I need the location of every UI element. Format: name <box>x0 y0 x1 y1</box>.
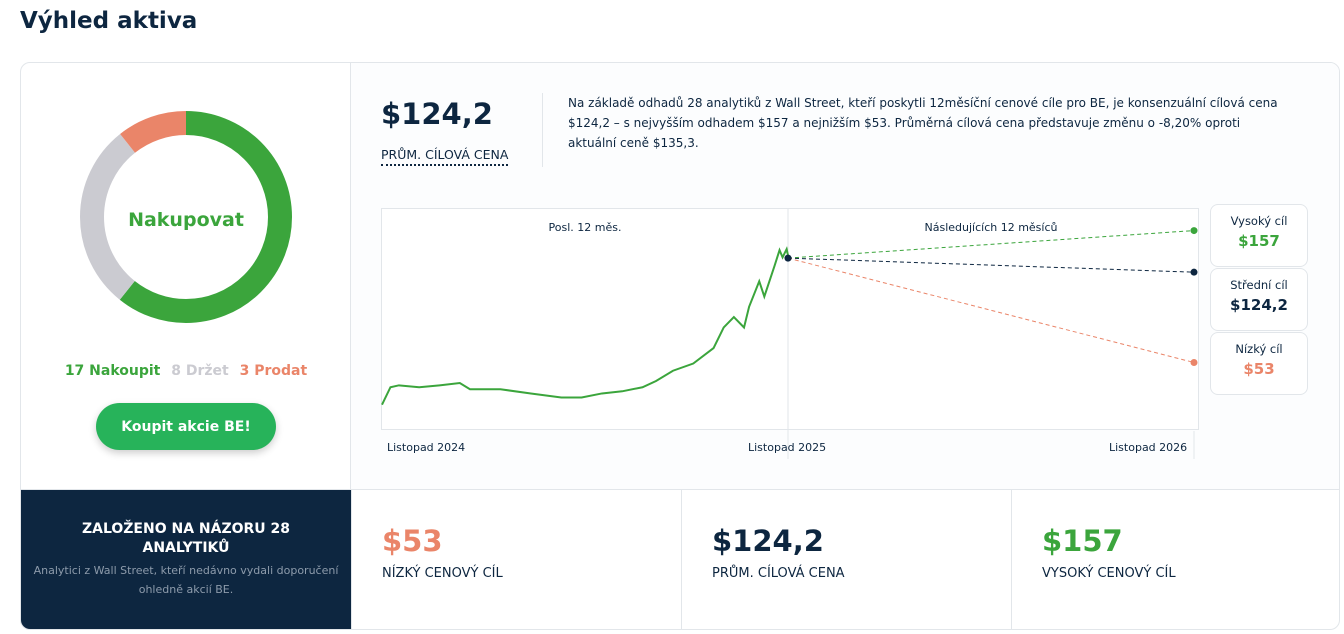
target-point <box>1190 227 1198 235</box>
low-target-stat: $53 NÍZKÝ CENOVÝ CÍL <box>351 490 681 629</box>
stat-label: NÍZKÝ CENOVÝ CÍL <box>382 566 503 581</box>
donut-segment-sell <box>80 111 292 323</box>
buy-count: 17 Nakoupit <box>64 363 161 379</box>
low-target-name: Nízký cíl <box>1235 342 1283 356</box>
current-price-point <box>784 254 792 262</box>
analyst-basis-subtext: Analytici z Wall Street, kteří nedávno v… <box>33 564 339 596</box>
low-target-box: Nízký cíl $53 <box>1210 332 1308 395</box>
buy-stock-button[interactable]: Koupit akcie BE! <box>96 403 276 450</box>
divider <box>542 93 543 167</box>
rating-counts: 17 Nakoupit 8 Držet 3 Prodat <box>21 363 351 379</box>
future-period-label: Následujících 12 měsíců <box>924 221 1058 234</box>
analyst-basis: ZALOŽENO NA NÁZORU 28 ANALYTIKŮ Analytic… <box>21 490 351 629</box>
analyst-basis-heading: ZALOŽENO NA NÁZORU 28 ANALYTIKŮ <box>81 521 291 556</box>
average-target-price: $124,2 <box>381 97 493 131</box>
consensus-rating: Nakupovat <box>128 209 244 231</box>
mid-target-value: $124,2 <box>1230 296 1288 314</box>
stats-row: ZALOŽENO NA NÁZORU 28 ANALYTIKŮ Analytic… <box>21 489 1339 629</box>
high-target-value: $157 <box>1238 232 1280 250</box>
high-target-stat: $157 VYSOKÝ CENOVÝ CÍL <box>1011 490 1339 629</box>
target-point <box>1190 268 1198 276</box>
stat-label: PRŮM. CÍLOVÁ CENA <box>712 566 845 581</box>
price-history-line <box>381 246 789 406</box>
target-point <box>1190 358 1198 366</box>
asset-outlook-card: Nakupovat 17 Nakoupit 8 Držet 3 Prodat K… <box>20 62 1340 630</box>
hold-count: 8 Držet <box>171 363 229 379</box>
forecast-panel: $124,2 PRŮM. CÍLOVÁ CENA Na základě odha… <box>351 63 1339 489</box>
page-title: Výhled aktiva <box>20 8 198 34</box>
high-target-name: Vysoký cíl <box>1230 214 1288 228</box>
mid-target-box: Střední cíl $124,2 <box>1210 268 1308 331</box>
stat-value: $124,2 <box>712 524 824 558</box>
past-period-label: Posl. 12 měs. <box>548 221 622 234</box>
chart-canvas <box>381 209 1198 459</box>
average-target-stat: $124,2 PRŮM. CÍLOVÁ CENA <box>681 490 1011 629</box>
mid-target-name: Střední cíl <box>1230 278 1288 292</box>
high-target-box: Vysoký cíl $157 <box>1210 204 1308 267</box>
stat-label: VYSOKÝ CENOVÝ CÍL <box>1042 566 1176 581</box>
forecast-line <box>787 257 1195 273</box>
forecast-line <box>787 257 1195 363</box>
rating-donut-chart <box>80 111 292 323</box>
stat-value: $157 <box>1042 524 1123 558</box>
rating-panel: Nakupovat 17 Nakoupit 8 Držet 3 Prodat K… <box>21 63 351 489</box>
low-target-value: $53 <box>1243 360 1275 378</box>
x-tick-label: Listopad 2024 <box>387 441 466 454</box>
sell-count: 3 Prodat <box>239 363 308 379</box>
x-tick-label: Listopad 2025 <box>748 441 827 454</box>
donut-segment-hold <box>80 111 292 323</box>
forecast-description: Na základě odhadů 28 analytiků z Wall St… <box>568 96 1278 150</box>
average-target-label[interactable]: PRŮM. CÍLOVÁ CENA <box>381 147 509 166</box>
price-forecast-chart: Posl. 12 měs. Následujících 12 měsíců Li… <box>381 208 1199 459</box>
stat-value: $53 <box>382 524 443 558</box>
forecast-line <box>787 230 1195 259</box>
x-tick-label: Listopad 2026 <box>1109 441 1188 454</box>
